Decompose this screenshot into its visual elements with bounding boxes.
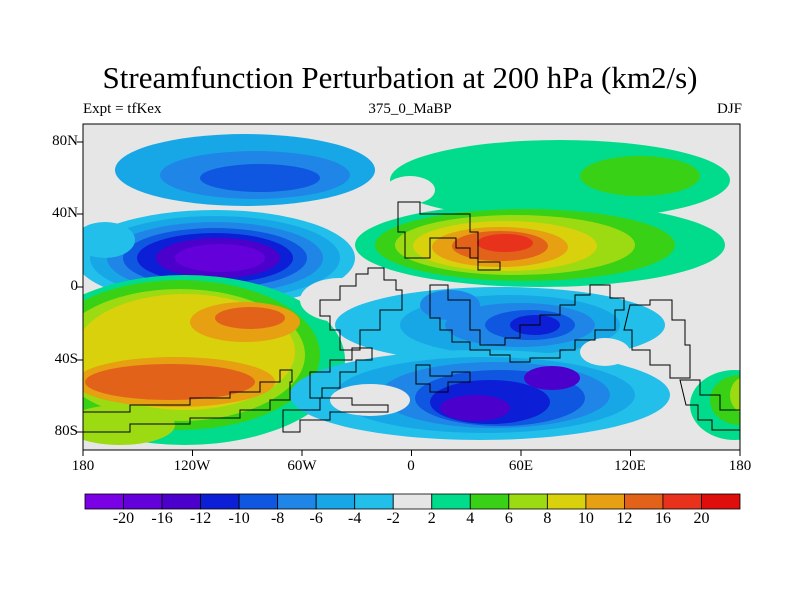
field-region [477, 234, 533, 252]
colorbar-label: 4 [466, 510, 475, 527]
colorbar-swatch [84, 493, 124, 510]
colorbar-label: -10 [228, 510, 250, 527]
colorbar-label: 10 [577, 510, 594, 527]
colorbar [84, 493, 741, 510]
lon-label: 60W [287, 458, 317, 474]
field-region [200, 164, 320, 192]
lon-label: 60E [508, 458, 534, 474]
lon-label: 120E [614, 458, 646, 474]
field-region [330, 384, 410, 416]
colorbar-label: -6 [309, 510, 323, 527]
colorbar-swatch [662, 493, 702, 510]
land-outline [83, 201, 740, 433]
field-region [420, 290, 480, 320]
field-region [440, 395, 510, 421]
colorbar-label: 20 [693, 510, 710, 527]
colorbar-label: 16 [654, 510, 671, 527]
colorbar-label: -8 [270, 510, 285, 527]
colorbar-swatch [469, 493, 510, 510]
colorbar-swatch [123, 493, 163, 510]
colorbar-swatch [508, 493, 548, 510]
colorbar-label: -16 [151, 510, 173, 527]
field-region [83, 222, 135, 258]
colorbar-label: 12 [616, 510, 633, 527]
colorbar-swatch [585, 493, 625, 510]
colorbar-label: 8 [543, 510, 552, 527]
colorbar-swatch [431, 493, 471, 510]
contour-field [83, 124, 740, 450]
colorbar-swatch [315, 493, 356, 510]
lat-label: 80S [54, 423, 78, 439]
colorbar-label: -4 [348, 510, 362, 527]
colorbar-swatch [238, 493, 279, 510]
season-label: DJF [716, 101, 742, 117]
field-region [175, 244, 265, 272]
colorbar-label: -12 [189, 510, 212, 527]
colorbar-swatch [354, 493, 394, 510]
lon-label: 120W [173, 458, 211, 474]
lat-label: 0 [70, 278, 79, 294]
plot-title: Streamfunction Perturbation at 200 hPa (… [102, 60, 698, 95]
experiment-label: Expt = tfKex [83, 101, 162, 117]
colorbar-label: 6 [504, 510, 513, 527]
colorbar-swatch [200, 493, 240, 510]
colorbar-swatch [161, 493, 201, 510]
colorbar-swatch [701, 493, 741, 510]
field-region [83, 405, 175, 445]
lon-label: 180 [71, 458, 95, 474]
colorbar-swatch [277, 493, 317, 510]
field-region [524, 366, 580, 390]
colorbar-label: -20 [112, 510, 135, 527]
field-region [730, 378, 740, 412]
lon-label: 180 [728, 458, 752, 474]
lat-label: 40N [52, 205, 78, 221]
colorbar-swatch [392, 493, 433, 510]
axis-ticks [77, 141, 741, 456]
colorbar-label: 2 [427, 510, 436, 527]
field-region [580, 338, 630, 366]
field-region [215, 307, 285, 329]
lat-label: 80N [52, 133, 78, 149]
colorbar-swatch [624, 493, 664, 510]
colorbar-swatch [546, 493, 587, 510]
field-region [580, 156, 700, 196]
field-region [85, 364, 255, 400]
lon-label: 0 [407, 458, 415, 474]
case-label: 375_0_MaBP [368, 101, 452, 117]
colorbar-label: -2 [386, 510, 400, 527]
field-region [385, 176, 435, 204]
lat-label: 40S [54, 351, 78, 367]
